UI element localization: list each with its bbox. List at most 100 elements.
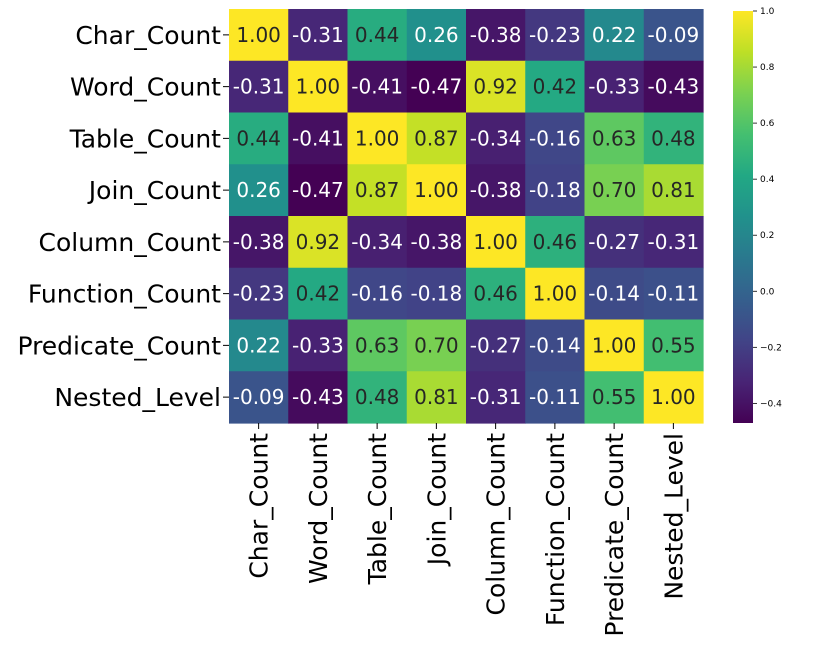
column-label: Predicate_Count — [600, 433, 629, 637]
cell-value-label: 0.42 — [533, 75, 578, 99]
heatmap-cell — [584, 267, 645, 321]
heatmap-cell — [229, 319, 289, 372]
colorbar-tick-label: 0.2 — [760, 231, 774, 241]
cell-value-label: -0.16 — [351, 282, 403, 306]
cell-value-label: 0.63 — [592, 126, 637, 150]
cell-value-label: 0.55 — [592, 385, 637, 409]
column-label: Table_Count — [363, 433, 392, 586]
heatmap-cell — [643, 319, 704, 372]
heatmap-cell — [347, 319, 408, 372]
row-label: Nested_Level — [54, 383, 221, 412]
heatmap-cell — [347, 267, 408, 321]
cell-value-label: -0.43 — [648, 75, 700, 99]
heatmap-cell — [643, 112, 704, 165]
cell-value-label: 1.00 — [236, 23, 281, 47]
heatmap-cell — [406, 319, 467, 372]
heatmap-cell — [229, 9, 289, 62]
cell-value-label: -0.38 — [233, 230, 285, 254]
cell-value-label: -0.16 — [529, 126, 581, 150]
heatmap-cell — [466, 9, 526, 62]
cell-value-label: 0.70 — [414, 333, 459, 357]
cell-value-label: 1.00 — [414, 178, 459, 202]
cell-value-label: 1.00 — [651, 385, 696, 409]
cell-value-label: 0.26 — [236, 178, 281, 202]
colorbar: 1.0 0.8 0.6 0.4 0.2 0.0 −0.2 −0.4 — [733, 7, 782, 423]
heatmap-cell — [406, 60, 467, 114]
heatmap-cell — [406, 9, 467, 62]
cell-value-label: -0.31 — [470, 385, 522, 409]
cell-value-label: 0.87 — [355, 178, 400, 202]
cell-value-label: -0.31 — [648, 230, 700, 254]
cell-value-label: -0.18 — [411, 282, 463, 306]
heatmap-cell — [525, 9, 586, 62]
heatmap-cell — [347, 216, 408, 269]
cell-value-label: -0.14 — [529, 333, 581, 357]
cell-value-label: -0.11 — [529, 385, 581, 409]
cell-value-label: -0.38 — [470, 178, 522, 202]
heatmap-cell — [288, 60, 349, 114]
cell-value-label: -0.43 — [292, 385, 344, 409]
heatmap-cell — [347, 9, 408, 62]
heatmap-cell — [288, 112, 349, 165]
heatmap-cell — [347, 164, 408, 217]
heatmap-cell — [584, 216, 645, 269]
heatmap-cell — [229, 112, 289, 165]
cell-value-label: -0.31 — [233, 75, 285, 99]
column-label: Function_Count — [541, 433, 570, 626]
heatmap-cell — [525, 112, 586, 165]
heatmap-cell — [466, 371, 526, 424]
cell-value-label: -0.34 — [351, 230, 403, 254]
row-label: Word_Count — [70, 73, 221, 102]
cell-value-label: -0.18 — [529, 178, 581, 202]
cell-value-label: 0.22 — [236, 333, 281, 357]
cell-value-label: 0.92 — [296, 230, 341, 254]
heatmap-cell — [643, 164, 704, 217]
heatmap-cell — [288, 9, 349, 62]
cell-value-label: 0.48 — [651, 126, 696, 150]
heatmap-cell — [406, 267, 467, 321]
column-label: Word_Count — [304, 433, 333, 584]
heatmap-cell — [643, 371, 704, 424]
colorbar-gradient — [733, 11, 753, 423]
heatmap-cell — [584, 9, 645, 62]
colorbar-tick-label: 1.0 — [760, 7, 775, 17]
heatmap-cell — [643, 60, 704, 114]
cell-value-label: -0.23 — [233, 282, 285, 306]
heatmap-cell — [288, 216, 349, 269]
column-label: Column_Count — [482, 433, 511, 616]
heatmap-cell — [288, 371, 349, 424]
heatmap-cell — [229, 60, 289, 114]
cell-value-label: -0.38 — [470, 23, 522, 47]
cell-value-label: -0.41 — [351, 75, 403, 99]
cell-value-label: -0.31 — [292, 23, 344, 47]
heatmap-cell — [406, 164, 467, 217]
cell-value-label: -0.33 — [292, 333, 344, 357]
heatmap-cell — [406, 371, 467, 424]
heatmap-cell — [466, 60, 526, 114]
heatmap-cell — [584, 164, 645, 217]
heatmap-cell — [525, 319, 586, 372]
heatmap-cell — [584, 60, 645, 114]
row-label: Predicate_Count — [17, 331, 221, 360]
cell-value-label: 0.46 — [473, 282, 518, 306]
cell-value-label: 0.55 — [651, 333, 696, 357]
colorbar-tick-label: 0.8 — [760, 63, 775, 73]
heatmap-cells: 1.00 -0.31 0.44 0.26 -0.38 -0.23 0.22 -0.09 -0.3… — [229, 9, 704, 424]
cell-value-label: -0.33 — [588, 75, 640, 99]
heatmap-cell — [229, 164, 289, 217]
row-label: Column_Count — [39, 228, 222, 257]
heatmap-cell — [229, 267, 289, 321]
cell-value-label: 0.26 — [414, 23, 459, 47]
heatmap-cell — [584, 112, 645, 165]
cell-value-label: 0.81 — [651, 178, 696, 202]
cell-value-label: -0.38 — [411, 230, 463, 254]
heatmap-cell — [406, 216, 467, 269]
heatmap-cell — [406, 112, 467, 165]
cell-value-label: -0.27 — [588, 230, 640, 254]
column-label: Nested_Level — [659, 433, 688, 600]
heatmap-cell — [288, 319, 349, 372]
heatmap-cell — [525, 371, 586, 424]
colorbar-tick-label: 0.4 — [760, 175, 775, 185]
heatmap-cell — [347, 112, 408, 165]
cell-value-label: -0.23 — [529, 23, 581, 47]
